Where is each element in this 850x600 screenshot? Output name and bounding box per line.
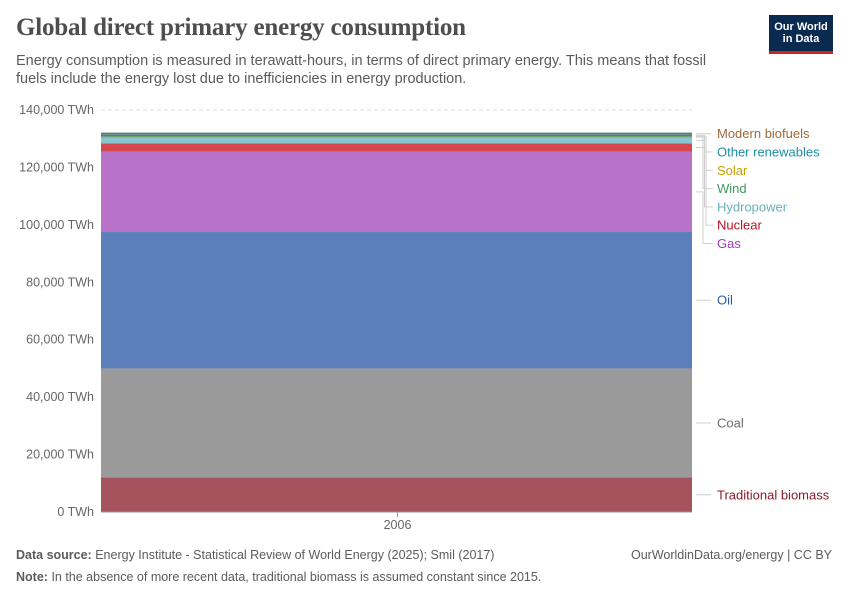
legend-label-traditional-biomass: Traditional biomass xyxy=(717,487,830,502)
y-tick-label: 0 TWh xyxy=(57,505,94,519)
area-solar xyxy=(101,136,692,138)
y-tick-label: 60,000 TWh xyxy=(26,333,94,347)
y-tick-label: 140,000 TWh xyxy=(19,103,94,117)
y-tick-label: 20,000 TWh xyxy=(26,448,94,462)
area-hydropower xyxy=(101,137,692,144)
y-tick-label: 80,000 TWh xyxy=(26,275,94,289)
site-link[interactable]: OurWorldinData.org/energy | CC BY xyxy=(630,548,832,562)
legend-label-oil: Oil xyxy=(717,293,733,308)
area-other-renewables xyxy=(101,134,692,137)
legend-connector xyxy=(696,191,713,244)
area-nuclear xyxy=(101,143,692,152)
chart-subtitle: Energy consumption is measured in terawa… xyxy=(16,53,707,87)
source-label: Data source: xyxy=(16,548,92,562)
source-text[interactable]: Energy Institute - Statistical Review of… xyxy=(95,548,495,562)
legend-label-solar: Solar xyxy=(717,163,748,178)
note-text: In the absence of more recent data, trad… xyxy=(51,570,542,584)
legend-label-nuclear: Nuclear xyxy=(717,218,762,233)
area-gas xyxy=(101,151,692,233)
area-oil xyxy=(101,232,692,369)
legend-label-coal: Coal xyxy=(717,415,744,430)
legend-label-modern-biofuels: Modern biofuels xyxy=(717,126,810,141)
legend-label-hydropower: Hydropower xyxy=(717,199,788,214)
legend-connector xyxy=(696,139,713,208)
legend-label-other-renewables: Other renewables xyxy=(717,144,820,159)
legend-connector xyxy=(696,146,713,226)
chart-note: Note: In the absence of more recent data… xyxy=(16,570,541,584)
legend-label-wind: Wind xyxy=(717,181,747,196)
x-tick-label: 2006 xyxy=(384,518,412,532)
area-coal xyxy=(101,368,692,478)
y-tick-label: 100,000 TWh xyxy=(19,218,94,232)
legend-connector xyxy=(696,136,713,190)
y-tick-label: 120,000 TWh xyxy=(19,160,94,174)
data-source: Data source: Energy Institute - Statisti… xyxy=(16,548,494,562)
legend-label-gas: Gas xyxy=(717,236,741,251)
area-traditional-biomass xyxy=(101,477,692,512)
logo-line-2: in Data xyxy=(782,33,820,45)
logo-line-1: Our World xyxy=(774,21,828,33)
y-tick-label: 40,000 TWh xyxy=(26,390,94,404)
chart-title: Global direct primary energy consumption xyxy=(16,14,466,41)
area-modern-biofuels xyxy=(101,133,692,135)
note-label: Note: xyxy=(16,570,48,584)
owid-logo[interactable]: Our World in Data xyxy=(769,15,833,54)
